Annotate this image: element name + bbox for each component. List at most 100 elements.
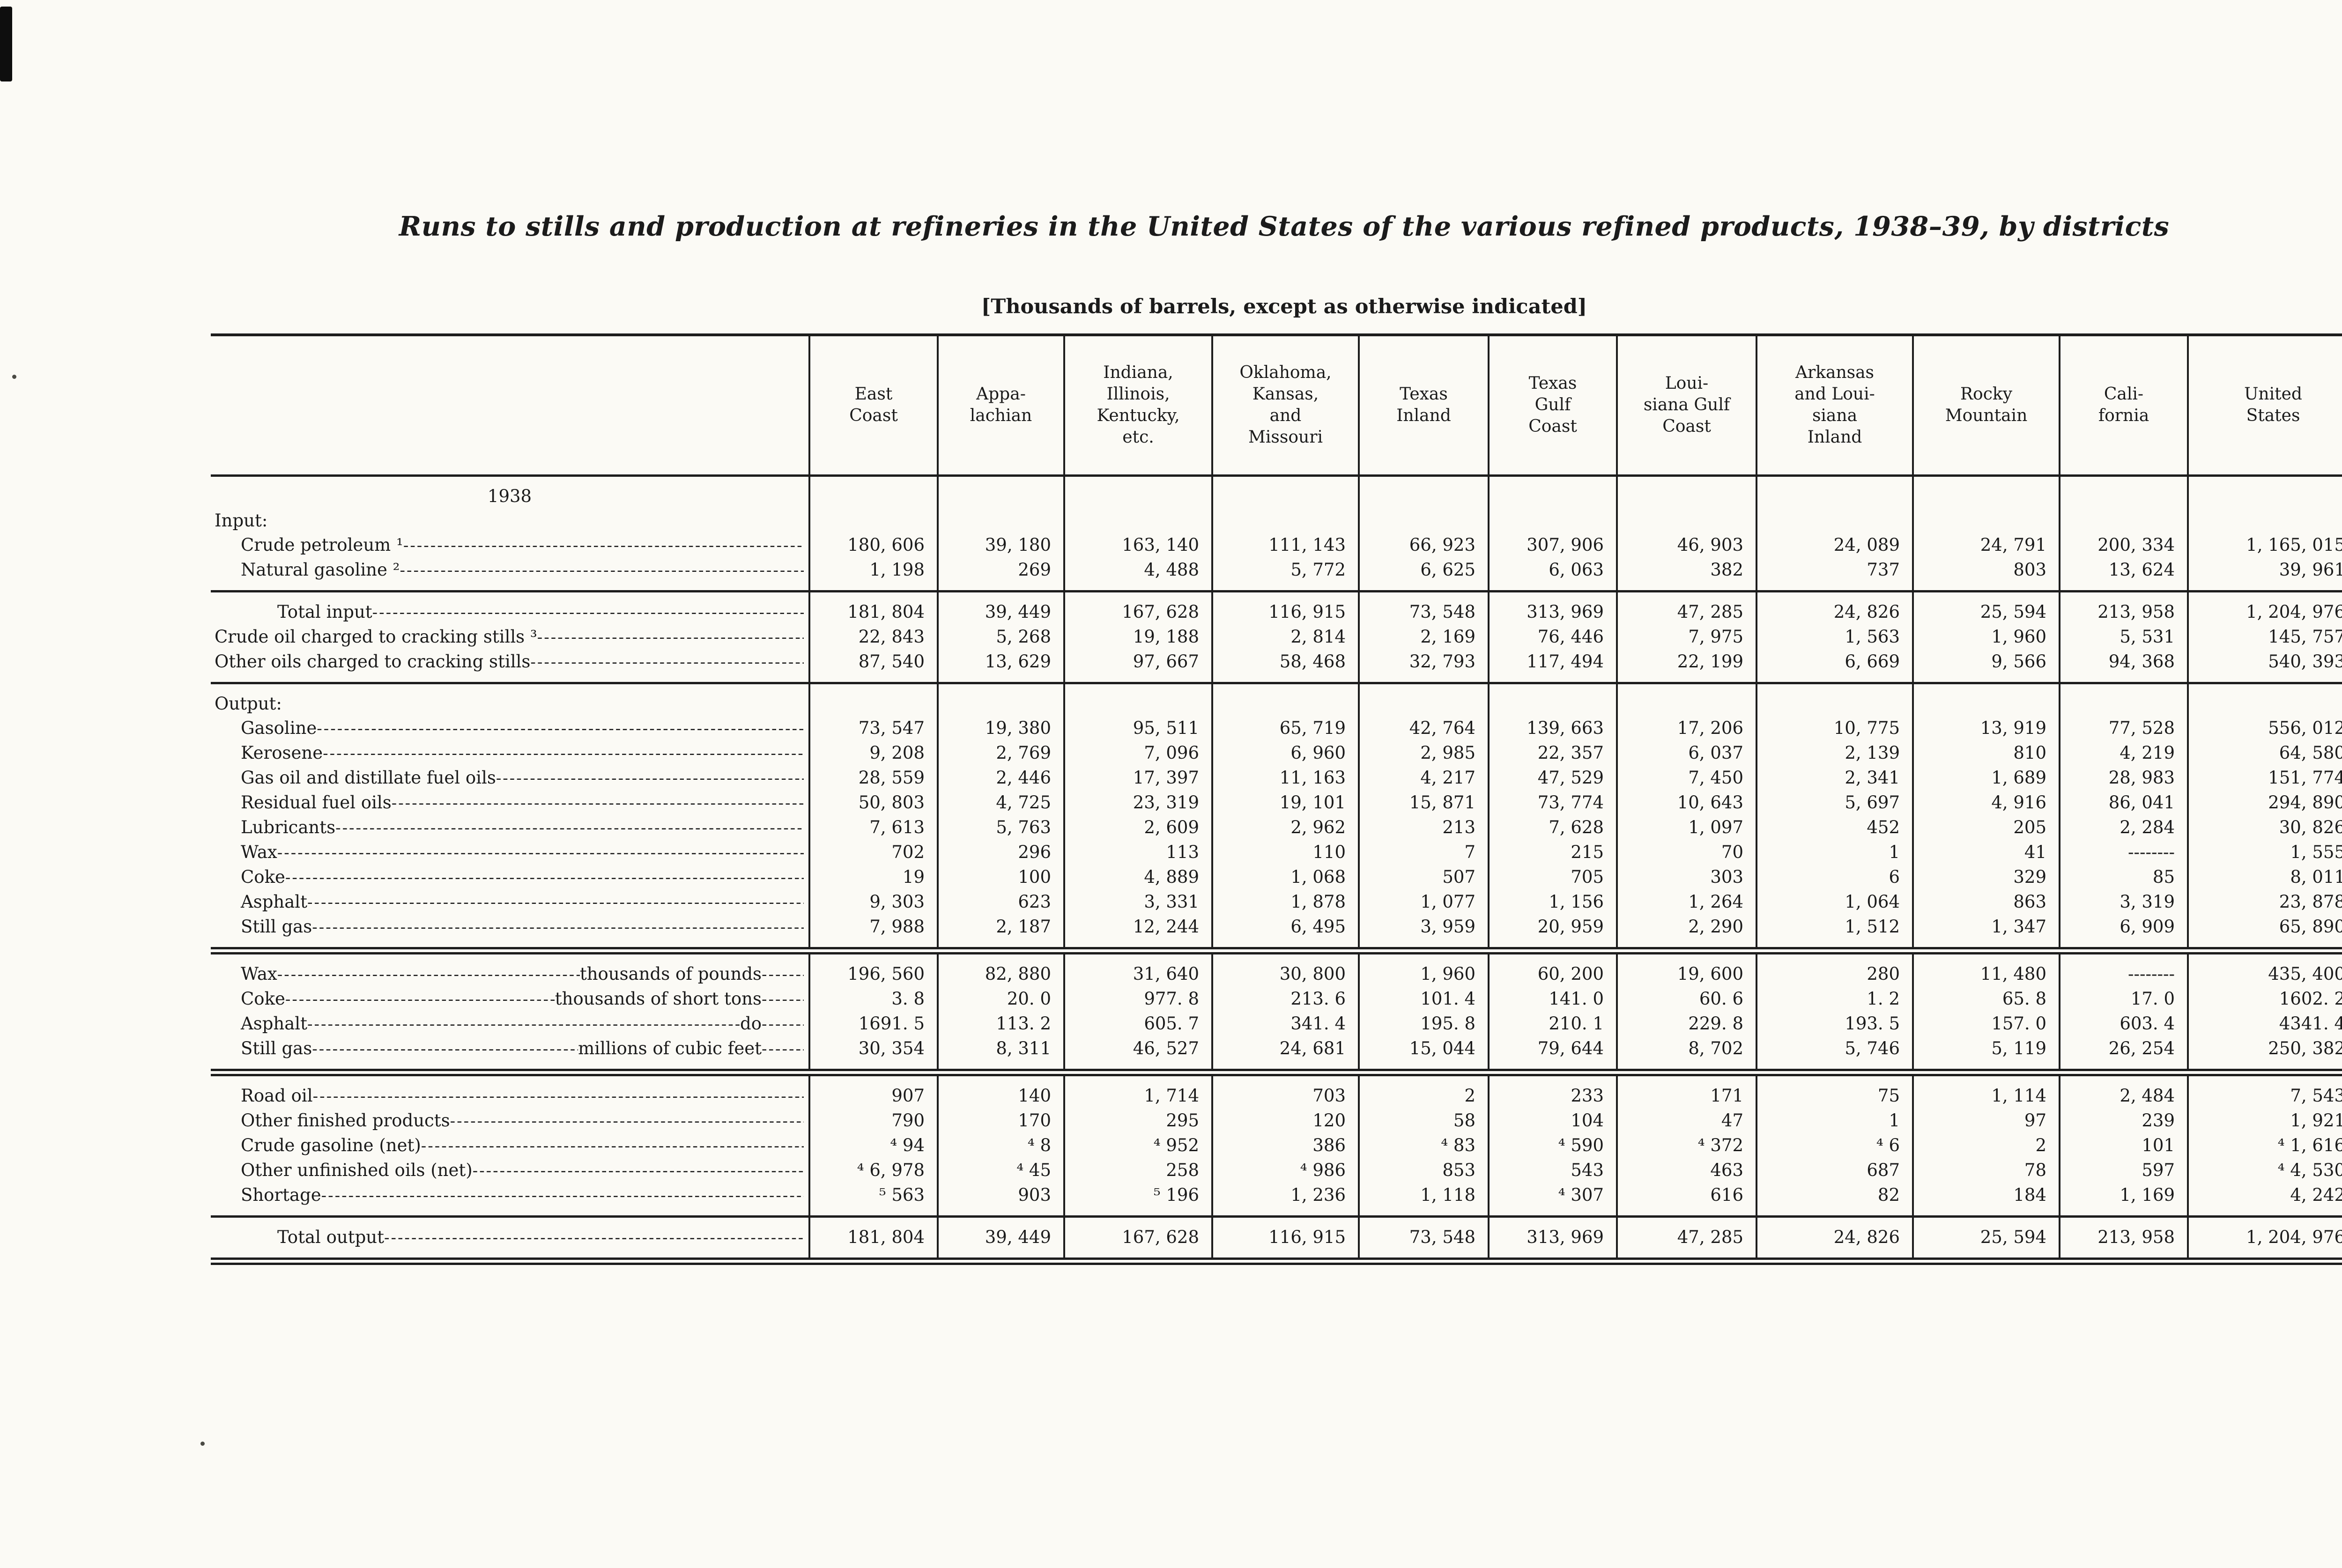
scan-speck [200,1442,205,1446]
data-cell: 39, 449 [937,591,1064,625]
row-label: 1938 [487,486,532,506]
data-cell: 22, 843 [808,624,938,650]
data-cell: 4, 219 [2059,740,2188,766]
data-cell: 6, 625 [1358,557,1489,591]
data-cell: 195. 8 [1358,1011,1489,1036]
data-cell: 60. 6 [1616,986,1756,1012]
dash-leader [762,964,804,985]
data-cell: 11, 163 [1211,765,1359,791]
data-cell: 803 [1912,557,2060,591]
row-label-wrap: Crude oil charged to cracking stills ³ [215,627,804,648]
data-cell: 20. 0 [937,986,1064,1012]
data-cell [808,475,938,509]
data-cell: 1691. 5 [808,1011,938,1036]
data-cell: 1, 204, 976 [2187,1216,2342,1261]
row-label-wrap: Total output [215,1227,804,1248]
data-cell: 5, 763 [937,815,1064,840]
row-label: Lubricants [211,815,809,840]
data-cell: 7, 975 [1616,624,1756,650]
data-cell: 47, 285 [1616,1216,1756,1261]
data-cell: ⁴ 4, 530 [2187,1158,2342,1183]
table-row: Still gasmillions of cubic feet30, 3548,… [211,1036,2342,1072]
data-cell: 977. 8 [1063,986,1212,1012]
table-row: 1938 [211,475,2342,509]
dash-leader [530,651,804,673]
data-cell: 239 [2059,1108,2188,1133]
row-label: Other unfinished oils (net) [211,1158,809,1183]
data-cell: 1, 921 [2187,1108,2342,1133]
data-cell: 703 [1211,1072,1359,1109]
refinery-table: East Coast Appa- lachian Indiana, Illino… [211,333,2342,1265]
data-cell: 22, 199 [1616,649,1756,683]
data-cell: 120 [1211,1108,1359,1133]
data-cell: 258 [1063,1158,1212,1183]
dash-leader [277,842,804,863]
data-cell: 20, 959 [1488,914,1617,951]
data-cell: 4, 725 [937,790,1064,815]
row-label: Road oil [211,1072,809,1109]
data-cell: 2, 769 [937,740,1064,766]
data-cell [1756,683,1913,716]
data-cell [1211,508,1359,533]
data-cell: 145, 757 [2187,624,2342,650]
data-cell: 66, 923 [1358,533,1489,558]
data-cell: 24, 089 [1756,533,1913,558]
dash-leader [403,535,804,556]
row-label-text: Wax [241,963,277,984]
data-cell: ⁴ 8 [937,1133,1064,1158]
data-cell: 210. 1 [1488,1011,1617,1036]
data-cell: 19, 600 [1616,950,1756,987]
scan-speck [12,375,16,379]
data-cell: 313, 969 [1488,1216,1617,1261]
dash-leader [313,1086,804,1107]
data-cell: 2, 341 [1756,765,1913,791]
row-label-text: Asphalt [241,891,307,912]
data-cell: 101 [2059,1133,2188,1158]
data-cell: 6, 063 [1488,557,1617,591]
data-cell: 181, 804 [808,591,938,625]
row-label-wrap: Still gas millions of cubic feet [215,1038,804,1059]
row-label-wrap: Other oils charged to cracking stills [215,651,804,673]
data-cell: 151, 774 [2187,765,2342,791]
dash-leader [762,1038,804,1059]
data-cell: 2, 284 [2059,815,2188,840]
row-label-wrap: Wax thousands of pounds [215,964,804,985]
data-cell: 82, 880 [937,950,1064,987]
data-cell: 171 [1616,1072,1756,1109]
row-label-text: Kerosene [241,742,323,763]
data-cell: 296 [937,840,1064,865]
data-cell: 5, 119 [1912,1036,2060,1072]
data-cell [1358,508,1489,533]
data-cell: 1, 960 [1912,624,2060,650]
dash-leader [285,989,555,1010]
data-cell: 705 [1488,865,1617,890]
data-cell: 4341. 4 [2187,1011,2342,1036]
data-cell: 46, 903 [1616,533,1756,558]
data-cell: 213 [1358,815,1489,840]
data-cell: 180, 606 [808,533,938,558]
data-cell: -------- [2059,950,2188,987]
data-cell: 1, 236 [1211,1183,1359,1216]
data-cell [2059,508,2188,533]
data-cell [2059,683,2188,716]
data-cell: 30, 826 [2187,815,2342,840]
data-cell [937,475,1064,509]
row-label: Wax thousands of pounds [211,951,809,987]
header-row: East Coast Appa- lachian Indiana, Illino… [211,335,2342,477]
data-cell: 233 [1488,1072,1617,1109]
data-cell [1211,683,1359,716]
header-col-rocky-mountain: Rocky Mountain [1912,335,2060,477]
dash-leader [317,718,804,739]
data-cell: 97, 667 [1063,649,1212,683]
row-label-text: Other finished products [241,1110,450,1131]
data-cell: 95, 511 [1063,716,1212,741]
table-units-subtitle: [Thousands of barrels, except as otherwi… [981,295,1587,318]
data-cell: 73, 548 [1358,1216,1489,1261]
data-cell: 1, 563 [1756,624,1913,650]
row-label-text: Crude gasoline (net) [241,1135,421,1155]
data-cell: 19, 188 [1063,624,1212,650]
